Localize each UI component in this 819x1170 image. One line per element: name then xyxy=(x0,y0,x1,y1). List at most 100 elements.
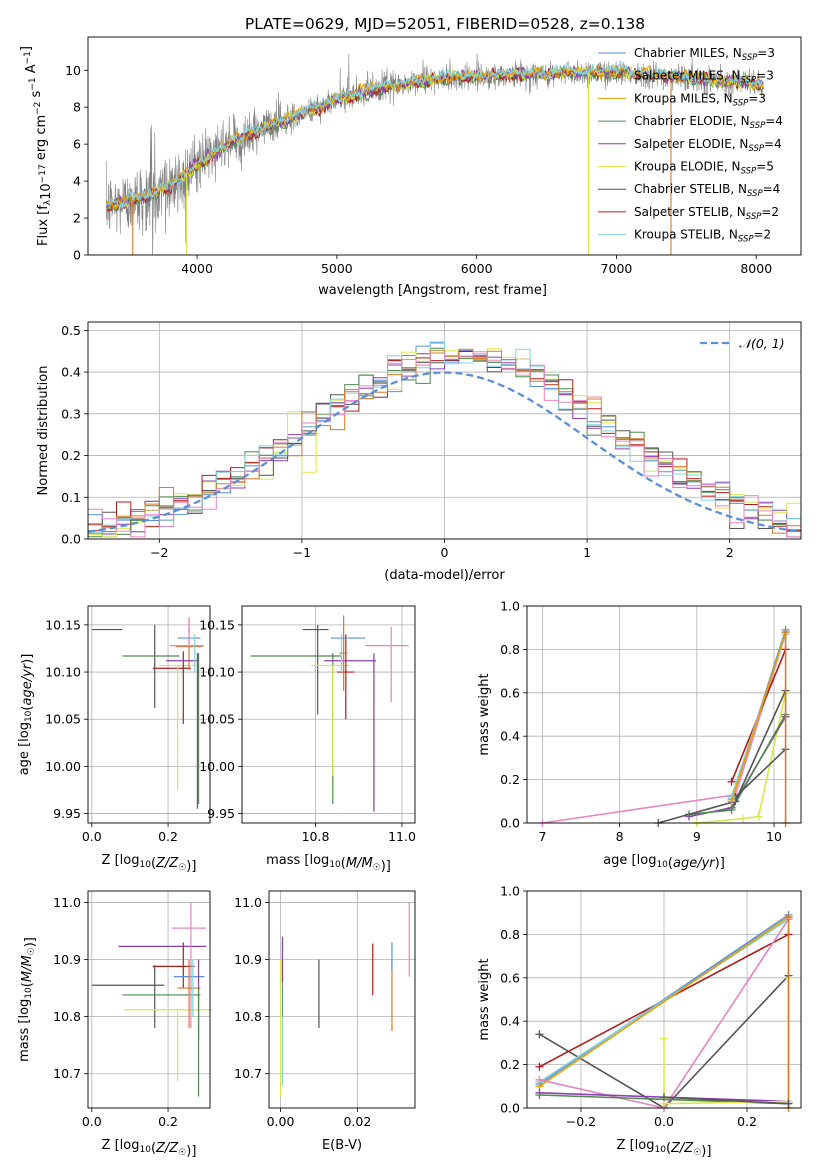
weight_vs_Z-xtick-label: 0.2 xyxy=(737,1114,757,1129)
mass_vs_Z-ytick-label: 10.8 xyxy=(53,1009,81,1024)
spectrum-legend-entry: Salpeter MILES, NSSP=3 xyxy=(634,69,774,86)
spectrum-xtick-label: 6000 xyxy=(461,261,493,276)
age_vs_Z-xlabel-part: )] xyxy=(186,859,196,874)
age_vs_Z-xlabel-part: Z/Z xyxy=(155,856,179,871)
weight_vs_age-xlabel-part: 10 xyxy=(656,860,668,870)
legend-text: Salpeter MILES, N xyxy=(634,69,741,83)
weight_vs_Z-marker xyxy=(535,1062,544,1071)
mass_vs_Z-ylabel-part: ☉ xyxy=(27,947,37,955)
legend-text: Salpeter STELIB, N xyxy=(634,205,746,219)
residuals-xlabel: (data-model)/error xyxy=(384,568,505,583)
spectrum-ylabel-part: λ xyxy=(43,199,53,205)
mass_vs_ebv-ytick-label: 11.0 xyxy=(234,895,262,910)
spectrum-legend-entry: Kroupa ELODIE, NSSP=5 xyxy=(634,160,774,177)
mass_vs_Z-xlabel-part: Z/Z xyxy=(155,1141,179,1156)
weight_vs_Z-frame xyxy=(526,890,802,1109)
spectrum-ytick-label: 0 xyxy=(73,248,81,263)
spectrum-ytick-label: 6 xyxy=(73,137,81,152)
residuals-xtick-label: 2 xyxy=(726,545,734,560)
mass_vs_Z-xlabel-part: Z [log xyxy=(102,1138,140,1153)
residuals-xtick-label: −2 xyxy=(150,545,168,560)
weight_vs_Z-xlabel-part: )] xyxy=(701,1144,711,1159)
spectrum-ytick-label: 4 xyxy=(73,174,81,189)
legend-text: Kroupa ELODIE, N xyxy=(634,160,741,174)
figure-title: PLATE=0629, MJD=52051, FIBERID=0528, z=0… xyxy=(245,15,645,33)
age_vs_Z-xtick-label: 0.2 xyxy=(158,829,178,844)
weight_vs_Z-ytick-label: 0.8 xyxy=(500,927,520,942)
spectrum-ytick-label: 8 xyxy=(73,100,81,115)
legend-text: Salpeter ELODIE, N xyxy=(634,137,748,151)
legend-sub: SSP xyxy=(746,212,762,222)
weight_vs_Z-ylabel: mass weight xyxy=(477,958,492,1040)
spectrum-legend-entry: Chabrier MILES, NSSP=3 xyxy=(634,46,775,63)
weight_vs_Z-ytick-label: 0.4 xyxy=(500,1014,520,1029)
residuals-legend-label: 𝒩(0, 1) xyxy=(739,336,785,351)
mass_vs_Z-ylabel-part: M/M xyxy=(20,955,35,982)
mass_vs_Z-ylabel-part: )] xyxy=(23,937,38,947)
spectrum-xlabel: wavelength [Angstrom, rest frame] xyxy=(318,283,547,298)
weight_vs_Z-xlabel: Z [log10(Z/Z☉)] xyxy=(617,1138,712,1159)
residuals-xtick-label: −1 xyxy=(293,545,311,560)
weight_vs_age-xlabel-part: )] xyxy=(715,856,725,871)
weight_vs_Z-marker xyxy=(784,1099,793,1108)
weight_vs_Z-marker xyxy=(784,913,793,922)
age_vs_Z-ylabel-part: age/yr xyxy=(20,662,35,705)
legend-sub: SSP xyxy=(742,53,758,63)
mass_vs_ebv-xlabel-part: E(B-V) xyxy=(322,1138,362,1153)
spectrum-legend-entry: Salpeter STELIB, NSSP=2 xyxy=(634,205,779,222)
legend-n: =5 xyxy=(756,160,774,174)
weight_vs_age-ytick-label: 0.6 xyxy=(500,685,520,700)
weight_vs_age-ytick-label: 0.2 xyxy=(500,772,520,787)
weight_vs_Z-xlabel-part: ☉ xyxy=(693,1148,701,1158)
legend-sub: SSP xyxy=(738,235,754,245)
spectrum-ytick-label: 10 xyxy=(65,63,81,78)
age_vs_Z-ytick-label: 10.15 xyxy=(45,617,81,632)
weight_vs_Z-line-kroupa_stelib xyxy=(539,918,789,1083)
legend-n: =2 xyxy=(754,228,772,242)
age_vs_mass-xtick-label: 11.0 xyxy=(388,829,416,844)
weight_vs_age-line-kroupa_elodie xyxy=(696,692,787,824)
spectrum-ylabel: Flux [fλ10−17 erg cm−2 s−1 A−1] xyxy=(19,46,54,246)
age_vs_mass-xlabel-part: ☉ xyxy=(373,863,381,873)
spectrum-ylabel-part: −1 xyxy=(28,77,38,90)
weight_vs_age-frame xyxy=(526,605,802,824)
weight_vs_age-marker xyxy=(754,812,763,821)
residuals-hist-pink xyxy=(88,351,801,538)
weight_vs_Z-xlabel-part: Z/Z xyxy=(670,1141,694,1156)
weight_vs_Z-xlabel-part: Z [log xyxy=(617,1138,655,1153)
weight_vs_age-xlabel-part: age [log xyxy=(603,853,656,868)
spectrum-legend-entry: Salpeter ELODIE, NSSP=4 xyxy=(634,137,782,154)
age_vs_Z-ytick-label: 9.95 xyxy=(53,806,81,821)
weight_vs_age-ytick-label: 0.0 xyxy=(500,816,520,831)
legend-text: Chabrier ELODIE, N xyxy=(634,114,750,128)
mass_vs_Z-frame xyxy=(87,890,211,1109)
age_vs_Z-ylabel-part: age [log xyxy=(17,722,32,775)
mass_vs_Z-xlabel: Z [log10(Z/Z☉)] xyxy=(102,1138,197,1159)
weight_vs_age-xlabel-part: ( xyxy=(668,856,673,871)
residuals-ytick-label: 0.4 xyxy=(61,365,81,380)
weight_vs_age-ytick-label: 1.0 xyxy=(500,599,520,614)
spectrum-model-kroupa_stelib xyxy=(105,60,764,209)
weight_vs_Z-xtick-label: −0.2 xyxy=(566,1114,596,1129)
spectrum-ylabel-part: −17 xyxy=(38,164,48,183)
age_vs_mass-xlabel-part: )] xyxy=(381,859,391,874)
spectrum-ylabel-part: ] xyxy=(19,46,34,51)
age_vs_mass-ytick-label: 9.95 xyxy=(207,806,235,821)
age_vs_mass-ytick-label: 10.10 xyxy=(199,665,235,680)
residuals-hist-salpeter_miles xyxy=(88,348,801,538)
age_vs_Z-ylabel-part: )] xyxy=(20,654,35,664)
legend-text: Kroupa MILES, N xyxy=(634,91,733,105)
weight_vs_Z-line-chabrier_stelib xyxy=(663,1096,789,1105)
weight_vs_age-xtick-label: 7 xyxy=(538,829,546,844)
mass_vs_Z-ylabel-part: 10 xyxy=(24,987,34,999)
mass_vs_ebv-frame xyxy=(268,890,416,1109)
legend-n: =4 xyxy=(763,182,781,196)
weight_vs_Z-ytick-label: 1.0 xyxy=(500,884,520,899)
age_vs_mass-ytick-label: 10.05 xyxy=(199,712,235,727)
legend-sub: SSP xyxy=(747,189,763,199)
weight_vs_age-line-pink xyxy=(542,633,787,824)
age_vs_Z-xlabel-part: ☉ xyxy=(178,863,186,873)
residuals-ytick-label: 0.2 xyxy=(61,448,81,463)
mass_vs_Z-ytick-label: 10.9 xyxy=(53,952,81,967)
